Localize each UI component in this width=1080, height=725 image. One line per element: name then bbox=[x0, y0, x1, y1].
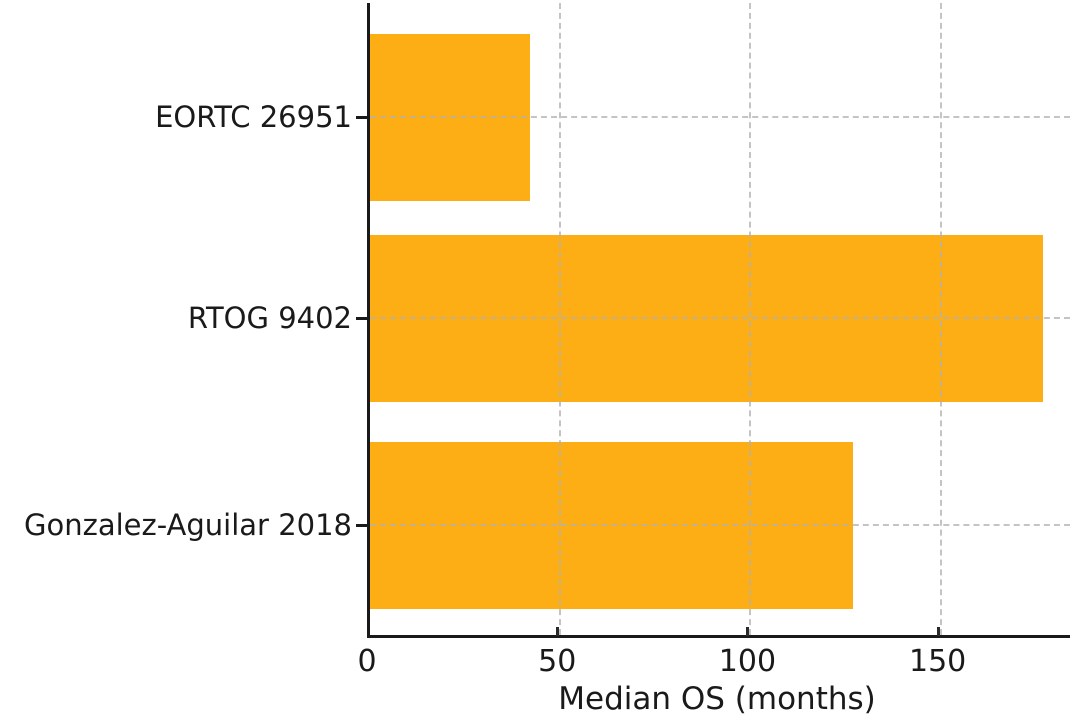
y-tick-mark-gonzalez-aguilar-2018 bbox=[356, 524, 368, 527]
y-tick-mark-eortc-26951 bbox=[356, 116, 368, 119]
x-tick-label-50: 50 bbox=[538, 644, 577, 679]
v-gridline-100 bbox=[749, 3, 752, 635]
plot-area bbox=[367, 3, 1070, 638]
x-tick-mark-100 bbox=[746, 627, 750, 636]
h-gridline-rtog-9402 bbox=[370, 317, 1070, 319]
x-tick-label-0: 0 bbox=[357, 644, 377, 679]
x-tick-mark-150 bbox=[936, 627, 940, 636]
v-gridline-50 bbox=[559, 3, 562, 635]
x-tick-label-100: 100 bbox=[718, 644, 777, 679]
x-axis-title: Median OS (months) bbox=[558, 681, 876, 717]
v-gridline-150 bbox=[939, 3, 942, 635]
h-gridline-gonzalez-aguilar-2018 bbox=[370, 524, 1070, 526]
y-tick-mark-rtog-9402 bbox=[356, 317, 368, 320]
y-tick-label-gonzalez-aguilar-2018: Gonzalez-Aguilar 2018 bbox=[24, 508, 352, 542]
h-gridline-eortc-26951 bbox=[370, 116, 1070, 118]
y-tick-label-eortc-26951: EORTC 26951 bbox=[155, 100, 352, 134]
y-tick-label-rtog-9402: RTOG 9402 bbox=[187, 301, 352, 335]
x-tick-mark-50 bbox=[556, 627, 560, 636]
x-tick-label-150: 150 bbox=[909, 644, 967, 679]
